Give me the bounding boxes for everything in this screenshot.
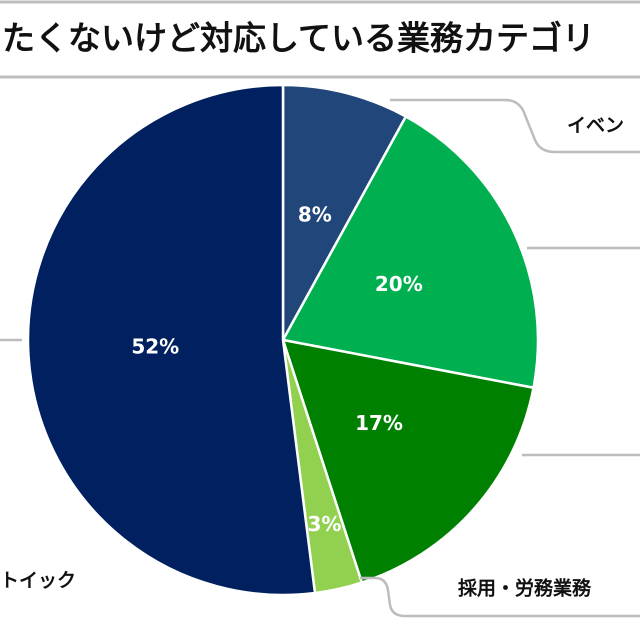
value-label: 52% <box>131 335 179 359</box>
callout-line <box>360 576 640 618</box>
category-label: トイック <box>0 570 76 592</box>
value-label: 20% <box>375 272 423 296</box>
pie-slice <box>281 83 408 341</box>
callout-line <box>390 98 640 154</box>
pie-slice <box>281 338 535 585</box>
value-label: 3% <box>307 512 341 536</box>
pie-slice <box>281 114 540 390</box>
chart-title: たくないけど対応している業務カテゴリ <box>2 19 595 58</box>
value-label: 17% <box>355 411 403 435</box>
value-label: 8% <box>298 203 332 227</box>
category-label: イベン <box>567 115 624 137</box>
pie: 8% 20% 17% 3% 52% <box>26 83 540 597</box>
category-label: 採用・労務業務 <box>458 577 592 600</box>
pie-slice <box>26 83 317 597</box>
